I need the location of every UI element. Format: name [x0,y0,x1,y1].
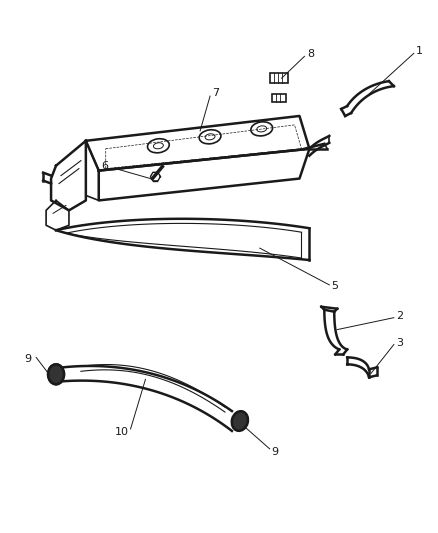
Text: 9: 9 [272,447,279,457]
Text: 8: 8 [307,50,314,59]
Ellipse shape [232,411,248,431]
Text: 2: 2 [396,311,403,321]
Text: 5: 5 [331,281,338,291]
Text: 10: 10 [115,427,129,437]
Text: 7: 7 [212,88,219,98]
Text: 1: 1 [416,46,423,56]
Text: 6: 6 [102,160,109,171]
Ellipse shape [48,365,64,384]
Bar [272,94,286,102]
Bar [270,73,288,83]
Text: 9: 9 [24,354,31,365]
Text: 3: 3 [396,337,403,348]
